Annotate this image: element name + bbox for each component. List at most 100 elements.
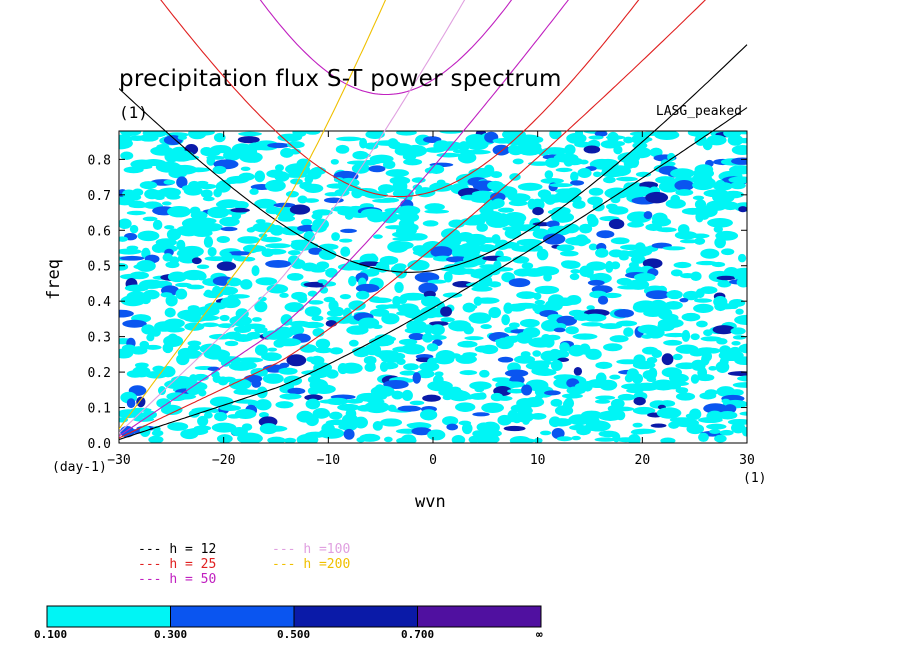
spectrum-blob <box>380 362 399 370</box>
spectrum-blob <box>729 303 739 309</box>
spectrum-blob <box>284 172 309 178</box>
spectrum-blob <box>403 363 419 371</box>
spectrum-blob <box>137 230 160 242</box>
spectrum-blob <box>251 379 262 388</box>
spectrum-blob <box>608 206 629 215</box>
spectrum-blob <box>562 223 580 234</box>
spectrum-blob <box>719 429 734 436</box>
spectrum-blob <box>200 189 213 198</box>
spectrum-blob <box>382 160 396 170</box>
spectrum-blob <box>164 307 176 318</box>
spectrum-blob <box>266 284 289 294</box>
spectrum-blob <box>457 151 477 164</box>
spectrum-blob <box>213 132 226 143</box>
spectrum-blob <box>163 318 185 329</box>
spectrum-blob <box>566 157 584 166</box>
spectrum-blob <box>681 329 691 342</box>
spectrum-blob <box>254 344 268 356</box>
spectrum-blob <box>570 180 585 186</box>
colorbar-swatch <box>170 605 295 628</box>
spectrum-blob <box>318 249 337 260</box>
spectrum-blob <box>436 152 462 158</box>
spectrum-blob <box>698 416 723 424</box>
spectrum-blob <box>672 353 683 361</box>
spectrum-blob <box>265 243 291 249</box>
spectrum-blob <box>650 423 667 428</box>
spectrum-blob <box>516 291 537 300</box>
spectrum-blob <box>617 393 636 401</box>
spectrum-blob <box>191 229 213 238</box>
spectrum-blob <box>610 261 621 270</box>
spectrum-blob <box>670 168 695 179</box>
spectrum-blob <box>544 390 561 396</box>
spectrum-blob <box>230 207 250 213</box>
spectrum-blob <box>337 403 360 411</box>
spectrum-blob <box>628 433 641 443</box>
spectrum-blob <box>690 233 710 239</box>
spectrum-blob <box>662 246 686 251</box>
spectrum-blob <box>254 170 266 183</box>
spectrum-blob <box>290 239 314 251</box>
spectrum-blob <box>184 322 205 331</box>
spectrum-blob <box>593 171 602 178</box>
spectrum-blob <box>566 295 582 305</box>
spectrum-blob <box>196 264 210 269</box>
spectrum-blob <box>663 339 683 346</box>
spectrum-blob <box>198 389 207 397</box>
spectrum-blob <box>237 389 262 395</box>
spectrum-blob <box>265 179 286 192</box>
spectrum-blob <box>340 228 357 233</box>
spectrum-blob <box>165 261 180 269</box>
spectrum-blob <box>451 434 466 443</box>
spectrum-blob <box>191 257 202 265</box>
spectrum-blob <box>303 183 324 193</box>
spectrum-blob <box>346 398 363 404</box>
spectrum-blob <box>551 427 565 440</box>
colorbar-level-2: 0.300 <box>154 628 188 641</box>
spectrum-blob <box>419 361 440 372</box>
spectrum-blob <box>216 261 237 271</box>
spectrum-blob <box>561 393 583 399</box>
spectrum-blob <box>219 404 242 411</box>
spectrum-blob <box>279 393 302 400</box>
spectrum-blob <box>481 402 504 413</box>
spectrum-blob <box>715 361 730 373</box>
spectrum-blob <box>474 434 500 443</box>
spectrum-blob <box>384 436 393 443</box>
spectrum-blob <box>556 244 575 252</box>
spectrum-blob <box>696 373 715 382</box>
spectrum-blob <box>119 255 145 261</box>
spectrum-blob <box>343 428 355 440</box>
spectrum-blob <box>191 131 215 136</box>
spectrum-blob <box>446 423 459 431</box>
spectrum-blob <box>616 320 638 327</box>
spectrum-blob <box>693 303 714 313</box>
spectrum-blob <box>380 418 403 427</box>
spectrum-blob <box>279 362 290 368</box>
spectrum-blob <box>404 327 426 334</box>
spectrum-blob <box>153 194 165 201</box>
spectrum-blob <box>312 327 325 337</box>
spectrum-blob <box>564 144 576 156</box>
spectrum-blob <box>277 215 296 222</box>
spectrum-blob <box>732 335 747 340</box>
spectrum-blob <box>550 359 563 371</box>
spectrum-blob <box>544 299 563 312</box>
spectrum-blob <box>368 165 386 173</box>
spectrum-blob <box>377 184 395 194</box>
spectrum-blob <box>574 234 589 247</box>
spectrum-blob <box>554 405 574 417</box>
spectrum-blob <box>425 147 446 153</box>
spectrum-blob <box>501 314 510 326</box>
spectrum-blob <box>367 253 378 264</box>
spectrum-blob <box>167 422 189 431</box>
spectrum-blob <box>737 375 747 382</box>
spectrum-blob <box>361 159 382 165</box>
legend-entry-h200: --- h =200 <box>272 557 351 572</box>
spectrum-blob <box>457 340 478 348</box>
spectrum-blob <box>658 180 680 193</box>
spectrum-blob <box>588 243 598 251</box>
spectrum-blob <box>277 133 303 142</box>
spectrum-blob <box>708 365 717 371</box>
